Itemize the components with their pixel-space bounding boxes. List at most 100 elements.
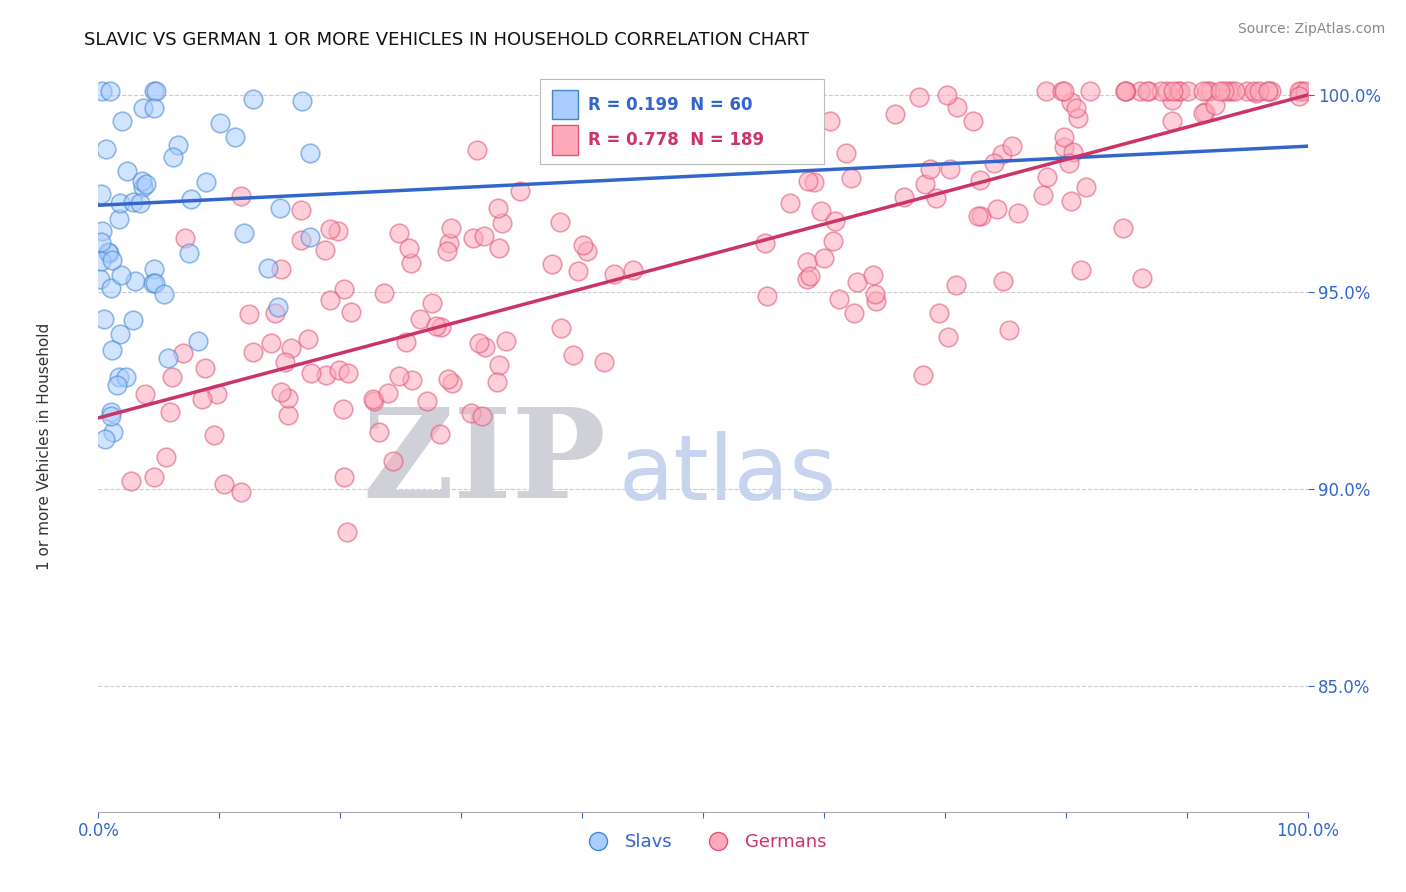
Text: R = 0.199  N = 60: R = 0.199 N = 60 [588,95,752,113]
Germans [1062,145,1084,160]
Germans [1223,84,1246,98]
Slavs [110,268,132,282]
Germans [813,251,835,265]
Slavs [110,326,132,341]
Slavs [299,230,322,244]
Germans [1032,187,1054,202]
Germans [1035,84,1057,98]
Germans [207,386,229,401]
Germans [277,391,299,405]
Germans [936,330,959,344]
Germans [297,332,319,346]
Germans [1195,84,1218,98]
Germans [1053,84,1076,98]
Germans [337,367,360,381]
Germans [361,392,384,407]
Germans [576,244,599,259]
Slavs [131,174,153,188]
Slavs [96,142,118,156]
Germans [1001,139,1024,153]
Slavs [110,196,132,211]
Germans [1007,205,1029,219]
Germans [202,428,225,442]
Slavs [143,262,166,277]
Germans [377,385,399,400]
Germans [264,306,287,320]
Slavs [91,84,114,98]
Germans [440,221,463,235]
Germans [624,113,647,128]
Slavs [100,281,122,295]
Germans [823,234,845,248]
Germans [231,484,253,499]
Germans [1129,84,1152,98]
Germans [332,402,354,417]
Germans [1213,84,1236,98]
Slavs [93,311,115,326]
Germans [862,268,884,283]
Bar [551,126,578,155]
Text: 1 or more Vehicles in Household: 1 or more Vehicles in Household [38,322,52,570]
Germans [460,406,482,420]
Germans [1059,156,1081,170]
Germans [194,360,217,375]
Germans [474,339,496,353]
Germans [491,216,513,230]
Germans [242,344,264,359]
Germans [799,269,821,284]
Germans [754,236,776,251]
Germans [925,191,948,205]
Germans [472,228,495,243]
Germans [333,281,356,295]
Germans [1161,114,1184,128]
Germans [485,375,508,389]
Bar [551,90,578,120]
Slavs [145,84,167,98]
Germans [796,254,818,268]
Germans [368,425,391,439]
Germans [488,241,510,255]
Germans [602,268,624,282]
Germans [398,241,420,255]
Slavs [232,226,254,240]
Germans [436,244,458,258]
Germans [1150,84,1173,98]
Germans [1220,84,1243,98]
Slavs [752,114,775,128]
Germans [274,355,297,369]
Slavs [143,276,166,290]
Germans [328,224,350,238]
Germans [1076,179,1098,194]
Germans [120,474,142,488]
Germans [834,146,856,161]
Germans [621,263,644,277]
Germans [238,307,260,321]
Germans [550,320,572,334]
Slavs [180,192,202,206]
Text: Source: ZipAtlas.com: Source: ZipAtlas.com [1237,22,1385,37]
Germans [388,368,411,383]
FancyBboxPatch shape [540,78,824,164]
Germans [381,454,404,468]
Germans [969,173,991,187]
Slavs [242,92,264,106]
Slavs [121,313,143,327]
Slavs [267,300,290,314]
Germans [983,156,1005,170]
Germans [155,450,177,464]
Germans [314,243,336,257]
Slavs [298,145,321,160]
Germans [991,273,1014,287]
Germans [1218,84,1240,98]
Legend: Slavs, Germans: Slavs, Germans [572,826,834,858]
Germans [1137,84,1160,98]
Germans [567,264,589,278]
Germans [828,292,851,306]
Germans [1288,89,1310,103]
Germans [395,334,418,349]
Germans [1260,84,1282,98]
Germans [1112,220,1135,235]
Germans [914,177,936,191]
Germans [1161,93,1184,107]
Germans [191,392,214,406]
